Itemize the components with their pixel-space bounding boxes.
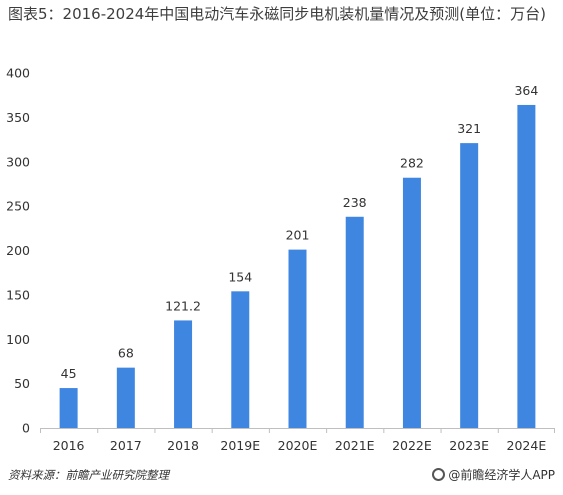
x-tick-label: 2019E (220, 438, 260, 453)
x-tick-label: 2022E (392, 438, 432, 453)
x-tick-label: 2021E (335, 438, 375, 453)
bar (402, 177, 421, 428)
x-tick-label: 2017 (110, 438, 142, 453)
x-tick-label: 2023E (449, 438, 489, 453)
x-tick-label: 2018 (167, 438, 199, 453)
x-tick-label: 2016 (53, 438, 85, 453)
bar (231, 291, 250, 428)
data-label: 154 (228, 269, 252, 284)
y-tick-label: 0 (22, 421, 30, 436)
brand-text: @前瞻经济学人APP (448, 468, 555, 482)
source-note: 资料来源：前瞻产业研究院整理 (8, 468, 169, 482)
data-label: 282 (400, 156, 424, 171)
bars: 45 68 121.2 154 201 238 282 321 364 (59, 83, 538, 429)
y-tick-label: 300 (6, 154, 30, 169)
y-tick-label: 400 (6, 66, 30, 81)
data-label: 121.2 (165, 298, 201, 313)
data-label: 201 (286, 228, 310, 243)
data-label: 364 (514, 83, 538, 98)
brand-logo-icon (432, 468, 446, 481)
y-axis: 0 50 100 150 200 250 300 350 400 (6, 66, 30, 436)
data-label: 45 (61, 366, 77, 381)
bar (174, 320, 193, 428)
y-tick-label: 200 (6, 243, 30, 258)
y-tick-label: 150 (6, 287, 30, 302)
data-label: 68 (118, 346, 134, 361)
y-tick-label: 50 (14, 376, 30, 391)
brand-credit: @前瞻经济学人APP (432, 466, 555, 483)
bar (59, 388, 78, 428)
bar (345, 216, 364, 428)
data-label: 238 (343, 195, 367, 210)
y-tick-label: 100 (6, 332, 30, 347)
chart-title: 图表5：2016-2024年中国电动汽车永磁同步电机装机量情况及预测(单位：万台… (8, 5, 547, 23)
bar (460, 143, 479, 429)
data-label: 321 (457, 121, 481, 136)
bar (517, 104, 536, 428)
x-axis: 2016 2017 2018 2019E 2020E 2021E 2022E 2023E 202… (40, 428, 555, 453)
bar (288, 249, 307, 428)
bar (116, 367, 135, 428)
x-tick-label: 2020E (278, 438, 318, 453)
y-tick-label: 250 (6, 199, 30, 214)
x-tick-label: 2024E (507, 438, 547, 453)
y-tick-label: 350 (6, 110, 30, 125)
